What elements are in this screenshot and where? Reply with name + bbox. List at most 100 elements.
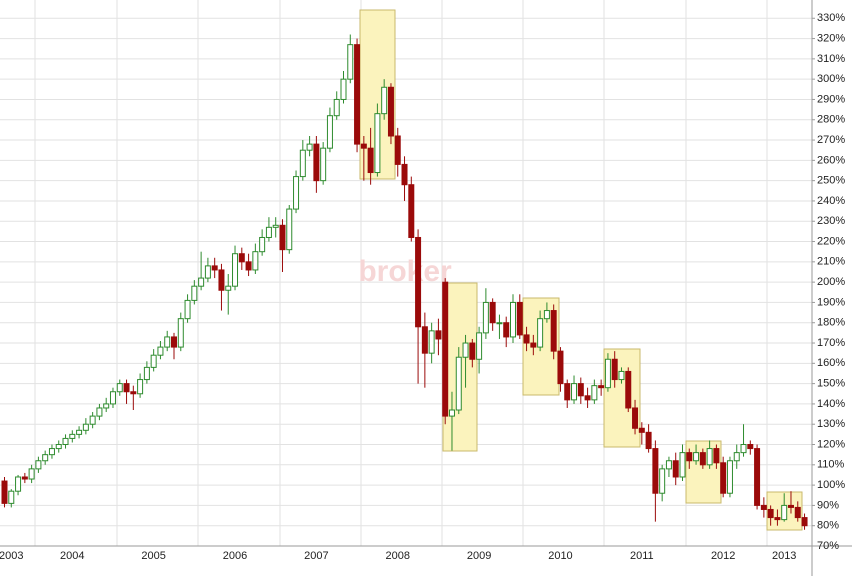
y-tick-label: 240% (817, 195, 845, 207)
candle-body (645, 431, 652, 450)
candle-body (489, 301, 496, 324)
candle-body (89, 415, 96, 425)
candle-body (279, 224, 286, 251)
candle-body (374, 113, 381, 174)
candle-body (706, 448, 713, 466)
y-tick-label: 150% (817, 378, 845, 390)
candle-body (632, 407, 639, 429)
y-tick-label: 220% (817, 235, 845, 247)
candle-body (96, 407, 103, 417)
y-tick-label: 190% (817, 296, 845, 308)
candle-body (313, 143, 320, 182)
candle-body (42, 454, 49, 462)
candle-body (340, 78, 347, 100)
y-tick-label: 100% (817, 479, 845, 491)
candle-body (503, 322, 510, 338)
y-tick-label: 300% (817, 73, 845, 85)
candle-body (638, 427, 645, 433)
candle-body (191, 285, 198, 301)
candle-body (15, 476, 22, 492)
candle-body (109, 391, 116, 405)
candle-body (611, 358, 618, 381)
candle-body (21, 476, 28, 480)
candle-body (523, 334, 530, 344)
y-tick-label: 90% (817, 499, 839, 511)
candle-body (693, 452, 700, 462)
x-tick-label: 2010 (548, 550, 572, 562)
candle-body (164, 336, 171, 348)
candle-body (333, 98, 340, 117)
candle-body (672, 460, 679, 478)
candle-body (801, 517, 808, 527)
candle-body (55, 444, 62, 450)
candle-body (510, 301, 516, 338)
y-tick-label: 200% (817, 276, 845, 288)
candle-body (204, 265, 211, 279)
y-tick-label: 320% (817, 32, 845, 44)
candles (1, 34, 808, 530)
candle-body (184, 299, 191, 320)
candle-body (272, 224, 279, 228)
candle-body (354, 44, 361, 145)
y-tick-label: 260% (817, 154, 845, 166)
candle-body (455, 356, 462, 411)
candle-body (516, 301, 523, 336)
candle-body (476, 332, 483, 360)
candle-body (1, 480, 8, 504)
y-tick-label: 140% (817, 398, 845, 410)
candle-body (435, 330, 442, 340)
candle-body (259, 236, 266, 253)
x-tick-label: 2009 (467, 550, 491, 562)
candle-body (462, 342, 469, 358)
candle-body (421, 326, 428, 354)
candle-body (360, 143, 367, 149)
candle-body (286, 208, 293, 251)
candle-body (69, 433, 76, 439)
candle-body (157, 346, 164, 356)
candle-body (347, 44, 354, 80)
candle-body (726, 460, 733, 494)
y-tick-label: 250% (817, 175, 845, 187)
candle-body (320, 147, 327, 182)
x-tick-label: 2013 (772, 550, 796, 562)
candle-body (177, 318, 184, 348)
candle-body (774, 517, 781, 521)
candle-body (252, 251, 259, 271)
watermark: broker (358, 255, 452, 288)
x-tick-label: 2011 (630, 550, 654, 562)
candle-body (482, 301, 489, 334)
candle-body (448, 409, 455, 417)
candle-body (394, 135, 401, 165)
x-tick-label: 2003 (0, 550, 24, 562)
candle-body (760, 504, 767, 510)
candle-body (794, 506, 801, 519)
candle-body (625, 370, 632, 409)
year-grid (34, 0, 768, 546)
candle-body (767, 508, 774, 519)
candle-body (571, 383, 578, 401)
candle-body (679, 452, 686, 478)
y-tick-label: 280% (817, 114, 845, 126)
candle-body (116, 383, 123, 393)
y-tick-label: 180% (817, 317, 845, 329)
candle-body (62, 437, 69, 446)
y-tick-label: 210% (817, 256, 845, 268)
candle-body (293, 176, 300, 210)
candle-body (238, 253, 245, 263)
candle-body (48, 448, 55, 456)
candle-body (591, 385, 598, 401)
candle-body (733, 452, 740, 462)
candle-body (686, 452, 693, 462)
candle-body (367, 147, 374, 174)
candle-body (211, 265, 218, 271)
candle-body (496, 322, 503, 325)
candle-body (76, 429, 83, 435)
candle-body (218, 269, 225, 291)
candle-body (103, 403, 110, 409)
candle-body (306, 143, 313, 151)
plot-area (0, 0, 812, 546)
candle-body (747, 444, 754, 450)
candle-body (550, 310, 557, 352)
